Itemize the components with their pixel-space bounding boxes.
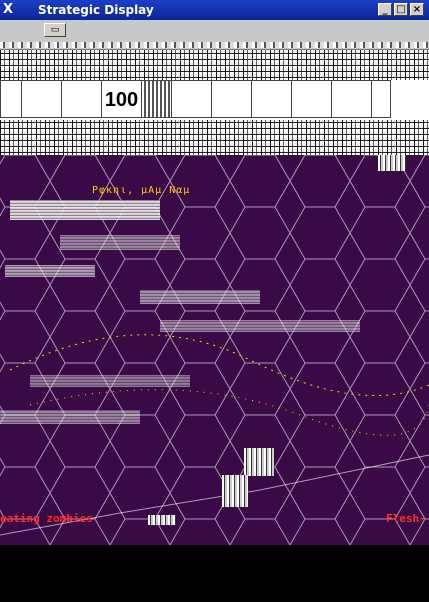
map-overlay-text: Ρφκηι, μΑμ Ναμ xyxy=(92,185,191,196)
toolbar: ▭ xyxy=(0,20,429,50)
minimize-button[interactable]: _ xyxy=(378,3,392,16)
glitch-band xyxy=(140,290,260,304)
hex-grid xyxy=(0,155,429,545)
score-cell xyxy=(212,80,252,118)
unit-label-left[interactable]: eating zombies xyxy=(0,512,93,525)
score-cell xyxy=(22,80,62,118)
strategic-map[interactable]: Ρφκηι, μΑμ Ναμ eating zombies Flesh- xyxy=(0,155,429,545)
close-button[interactable]: × xyxy=(410,3,424,16)
title-bar[interactable]: X Strategic Display _ □ × xyxy=(0,0,429,20)
score-value: 100 xyxy=(102,80,142,118)
glitch-block xyxy=(244,448,274,476)
score-cell xyxy=(62,80,102,118)
noise-band-top xyxy=(0,50,429,80)
glitch-block xyxy=(148,515,176,525)
score-cell xyxy=(252,80,292,118)
score-cell xyxy=(172,80,212,118)
score-cell xyxy=(372,80,391,118)
window-title: Strategic Display xyxy=(38,3,154,17)
noise-band-middle xyxy=(0,120,429,155)
glitch-band xyxy=(5,265,95,277)
toolbar-button[interactable]: ▭ xyxy=(44,23,66,37)
score-cell xyxy=(332,80,372,118)
unit-label-right[interactable]: Flesh- xyxy=(386,512,426,525)
toolbar-divider xyxy=(0,42,429,48)
glitch-band xyxy=(60,235,180,250)
glitch-band xyxy=(10,200,160,220)
glitch-band xyxy=(160,320,360,332)
score-cell xyxy=(0,80,22,118)
glitch-block xyxy=(222,475,248,507)
glitch-block xyxy=(378,155,406,171)
glitch-band xyxy=(0,410,140,424)
score-cell xyxy=(142,80,172,118)
score-cell xyxy=(292,80,332,118)
glitch-band xyxy=(30,375,190,387)
app-icon: X xyxy=(3,2,14,17)
maximize-button[interactable]: □ xyxy=(394,3,408,16)
score-panel: 100 xyxy=(0,80,429,120)
